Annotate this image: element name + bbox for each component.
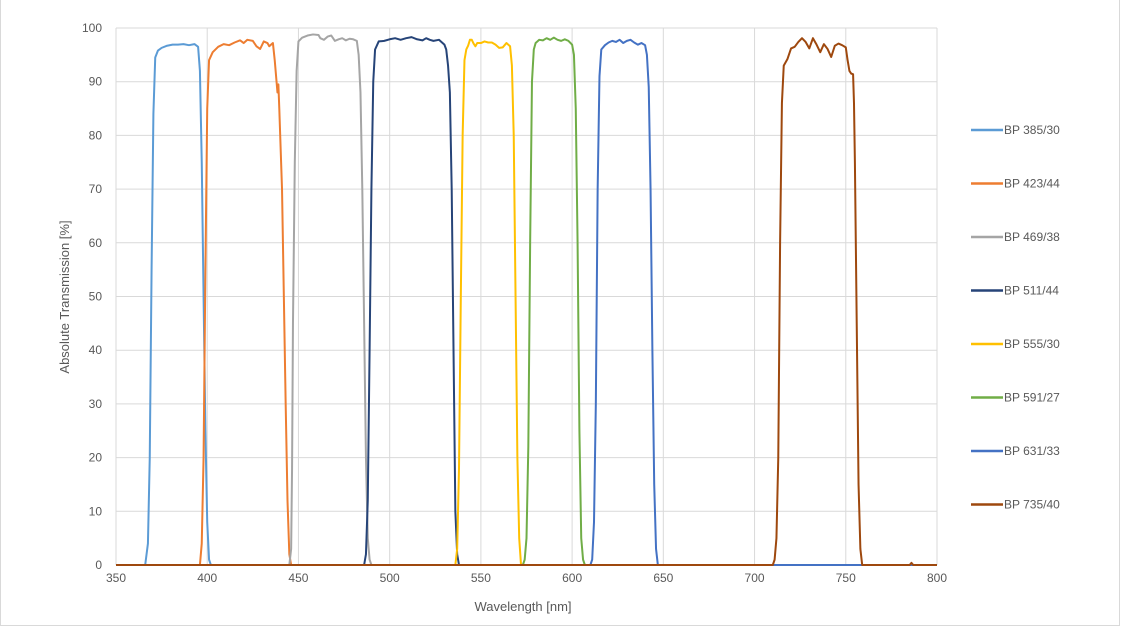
x-tick-label: 400	[197, 571, 217, 585]
y-tick-label: 70	[89, 182, 103, 196]
legend-label: BP 469/38	[1004, 230, 1060, 244]
y-tick-label: 80	[89, 128, 103, 142]
x-tick-label: 350	[106, 571, 126, 585]
x-tick-label: 750	[836, 571, 856, 585]
legend-item: BP 423/44	[971, 177, 1060, 191]
legend-label: BP 591/27	[1004, 391, 1060, 405]
legend-item: BP 469/38	[971, 230, 1060, 244]
y-axis-ticks: 0 10 20 30 40 50 60 70 80 90 100	[82, 21, 102, 572]
x-tick-label: 450	[288, 571, 308, 585]
y-tick-label: 60	[89, 236, 103, 250]
series-line	[116, 33, 937, 566]
x-tick-label: 500	[380, 571, 400, 585]
legend-label: BP 423/44	[1004, 177, 1060, 191]
y-tick-label: 50	[89, 290, 103, 304]
x-axis-title: Wavelength [nm]	[474, 599, 571, 614]
y-tick-label: 40	[89, 343, 103, 357]
series-line	[116, 43, 937, 566]
legend-item: BP 555/30	[971, 337, 1060, 351]
series-line	[116, 38, 937, 566]
legend-item: BP 385/30	[971, 123, 1060, 137]
legend-label: BP 555/30	[1004, 337, 1060, 351]
gridlines	[115, 27, 938, 566]
legend: BP 385/30 BP 423/44 BP 469/38 BP 511/44 BP 5…	[971, 123, 1060, 512]
series-line	[116, 37, 937, 566]
y-tick-label: 10	[89, 504, 103, 518]
y-axis-title: Absolute Transmission [%]	[57, 220, 72, 373]
series-line	[116, 38, 937, 566]
legend-item: BP 735/40	[971, 498, 1060, 512]
x-tick-label: 650	[653, 571, 673, 585]
series-line	[116, 38, 937, 566]
x-tick-label: 600	[562, 571, 582, 585]
y-tick-label: 20	[89, 451, 103, 465]
series-line	[116, 36, 937, 566]
y-tick-label: 90	[89, 75, 103, 89]
x-tick-label: 550	[471, 571, 491, 585]
legend-item: BP 511/44	[971, 284, 1059, 298]
y-tick-label: 0	[95, 558, 102, 572]
y-tick-label: 30	[89, 397, 103, 411]
x-tick-label: 700	[745, 571, 765, 585]
legend-label: BP 385/30	[1004, 123, 1060, 137]
y-tick-label: 100	[82, 21, 102, 35]
x-axis-ticks: 350 400 450 500 550 600 650 700 750 800	[106, 571, 947, 585]
series-lines	[116, 33, 937, 566]
legend-label: BP 631/33	[1004, 444, 1060, 458]
legend-label: BP 735/40	[1004, 498, 1060, 512]
legend-item: BP 591/27	[971, 391, 1060, 405]
legend-label: BP 511/44	[1004, 284, 1059, 298]
legend-item: BP 631/33	[971, 444, 1060, 458]
series-line	[116, 36, 937, 566]
x-tick-label: 800	[927, 571, 947, 585]
